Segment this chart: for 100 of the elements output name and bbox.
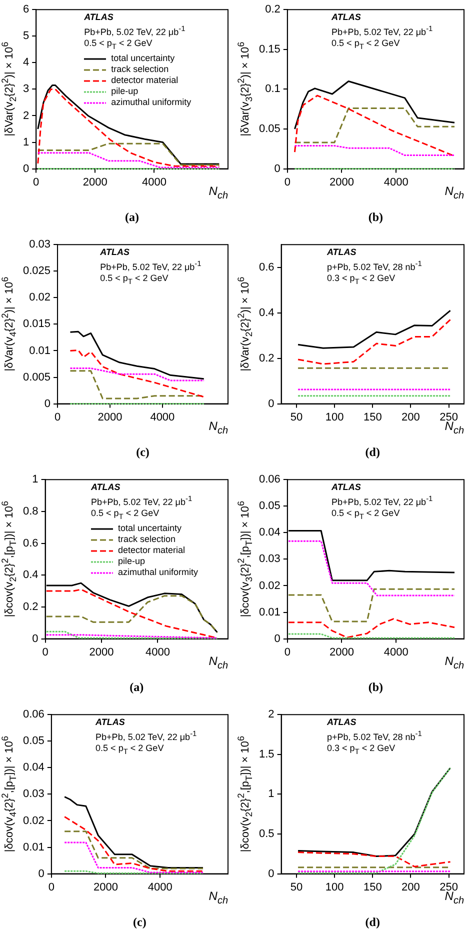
- y-tick-label: 0.4: [22, 569, 38, 582]
- y-tick-label: 0.8: [22, 505, 38, 518]
- y-tick-label: 0: [44, 398, 51, 410]
- annotation: Pb+Pb, 5.02 TeV, 22 μb$^{-1}$: [332, 492, 433, 508]
- line-series: [297, 767, 452, 874]
- y-tick-label: 6: [22, 4, 30, 16]
- annotation: ATLAS: [326, 246, 358, 258]
- legend-label: pile-up: [111, 86, 138, 98]
- y-tick-label: 4: [22, 56, 30, 69]
- text: (a): [125, 210, 140, 225]
- y-tick-label: 0.5: [258, 828, 274, 840]
- y-tick-label: 2: [268, 708, 274, 721]
- annotation: 0.5 < p$_{T}$ < 2 GeV: [96, 742, 165, 756]
- y-tick-label: 0.02: [258, 580, 280, 592]
- x-tick-label: 150: [363, 411, 382, 424]
- annotation: 0.5 < p$_{T}$ < 2 GeV: [84, 38, 154, 52]
- y-tick-label: 0.4: [258, 306, 274, 319]
- x-tick-label: 4000: [145, 646, 170, 658]
- annotation: Pb+Pb, 5.02 TeV, 22 μb$^{-1}$: [332, 22, 433, 38]
- line-series: [46, 595, 218, 634]
- annotation: ATLAS: [84, 12, 114, 23]
- y-tick-label: 0: [274, 162, 280, 175]
- annotation: Pb+Pb, 5.02 TeV, 22 μb$^{-1}$: [96, 728, 197, 743]
- x-tick-label: 4000: [150, 411, 175, 424]
- x-axis-title: N$_{ch}$: [444, 184, 464, 202]
- y-tick-label: 0.05: [258, 123, 280, 136]
- line-series: [297, 852, 452, 868]
- x-tick-label: 2000: [330, 646, 354, 658]
- y-tick-label: 0.025: [22, 265, 51, 278]
- annotation: 0.5 < p$_{T}$ < 2 GeV: [332, 508, 401, 522]
- legend-label: azimuthal uniformity: [118, 567, 198, 578]
- y-tick-label: 0.6: [22, 537, 38, 550]
- y-tick-label: 0.2: [22, 600, 38, 613]
- y-tick-label: 0.015: [22, 318, 51, 330]
- annotation: ATLAS: [100, 246, 130, 258]
- y-tick-label: 0: [22, 162, 30, 175]
- legend-label: total uncertainty: [118, 523, 182, 534]
- x-tick-label: 2000: [94, 881, 118, 894]
- y-tick-label: 0.1: [265, 83, 280, 96]
- y-tick-label: 0.03: [29, 238, 51, 251]
- y-tick-label: 0.03: [258, 553, 280, 566]
- y-tick-label: 0.05: [22, 735, 44, 748]
- y-tick-label: 0.03: [22, 788, 44, 800]
- y-tick-label: 0.06: [22, 708, 44, 721]
- y-tick-label: 1: [22, 136, 30, 148]
- x-tick-label: 150: [363, 881, 382, 894]
- text: (d): [365, 445, 380, 460]
- y-tick-label: 0.04: [22, 762, 44, 774]
- y-tick-label: 0.005: [22, 371, 51, 384]
- text: (d): [365, 915, 380, 930]
- text: (c): [136, 445, 150, 460]
- x-tick-label: 2000: [98, 411, 122, 424]
- annotation: p+Pb, 5.02 TeV, 28 nb$^{-1}$: [326, 728, 422, 743]
- x-tick-label: 0: [54, 411, 61, 424]
- y-tick-label: 3: [22, 83, 30, 96]
- y-tick-label: 0.06: [258, 474, 280, 486]
- x-tick-label: 50: [290, 411, 303, 424]
- annotation: Pb+Pb, 5.02 TeV, 22 μb$^{-1}$: [100, 258, 202, 273]
- annotation: 0.5 < p$_{T}$ < 2 GeV: [100, 272, 170, 286]
- y-tick-label: 0: [38, 868, 44, 880]
- annotation: p+Pb, 5.02 TeV, 28 nb$^{-1}$: [326, 258, 422, 273]
- x-axis-title: N$_{ch}$: [444, 654, 464, 672]
- x-tick-label: 4000: [384, 646, 408, 658]
- x-tick-label: 2000: [89, 646, 114, 658]
- annotation: ATLAS: [332, 482, 362, 493]
- y-tick-label: 0.2: [265, 4, 280, 16]
- y-tick-label: 0.04: [258, 526, 280, 539]
- y-tick-label: 0: [274, 632, 280, 645]
- annotation: 0.5 < p$_{T}$ < 2 GeV: [90, 508, 160, 522]
- annotation: Pb+Pb, 5.02 TeV, 22 μb$^{-1}$: [84, 22, 186, 38]
- y-tick-label: 0: [32, 632, 38, 645]
- y-tick-label: 0: [268, 398, 274, 410]
- annotation: ATLAS: [332, 12, 362, 23]
- annotation: 0.3 < p$_{T}$ < 2 GeV: [326, 742, 396, 756]
- x-tick-label: 100: [325, 411, 344, 424]
- x-tick-label: 200: [402, 411, 420, 424]
- x-tick-label: 4000: [384, 176, 408, 188]
- y-tick-label: 1.5: [258, 748, 274, 760]
- y-tick-label: 5: [22, 30, 30, 42]
- x-tick-label: 2000: [82, 176, 108, 188]
- x-tick-label: 0: [284, 176, 290, 188]
- y-tick-label: 0.2: [258, 352, 274, 364]
- x-tick-label: 50: [290, 881, 303, 894]
- line-series: [64, 816, 204, 872]
- y-tick-label: 0.01: [258, 606, 280, 618]
- line-series: [297, 318, 452, 365]
- y-tick-label: 2: [22, 110, 30, 122]
- y-tick-label: 0.6: [258, 261, 274, 274]
- legend-label: pile-up: [118, 556, 145, 568]
- y-tick-label: 0.02: [22, 814, 44, 827]
- legend-label: track selection: [118, 534, 176, 546]
- x-tick-label: 2000: [330, 176, 354, 188]
- annotation: Pb+Pb, 5.02 TeV, 22 μb$^{-1}$: [90, 492, 194, 508]
- y-tick-label: 0.15: [258, 43, 280, 56]
- legend-label: track selection: [111, 64, 169, 76]
- line-series: [288, 618, 456, 638]
- y-tick-label: 1: [32, 474, 38, 486]
- line-series: [69, 349, 205, 398]
- annotation: ATLAS: [90, 482, 122, 493]
- x-tick-label: 200: [402, 881, 420, 894]
